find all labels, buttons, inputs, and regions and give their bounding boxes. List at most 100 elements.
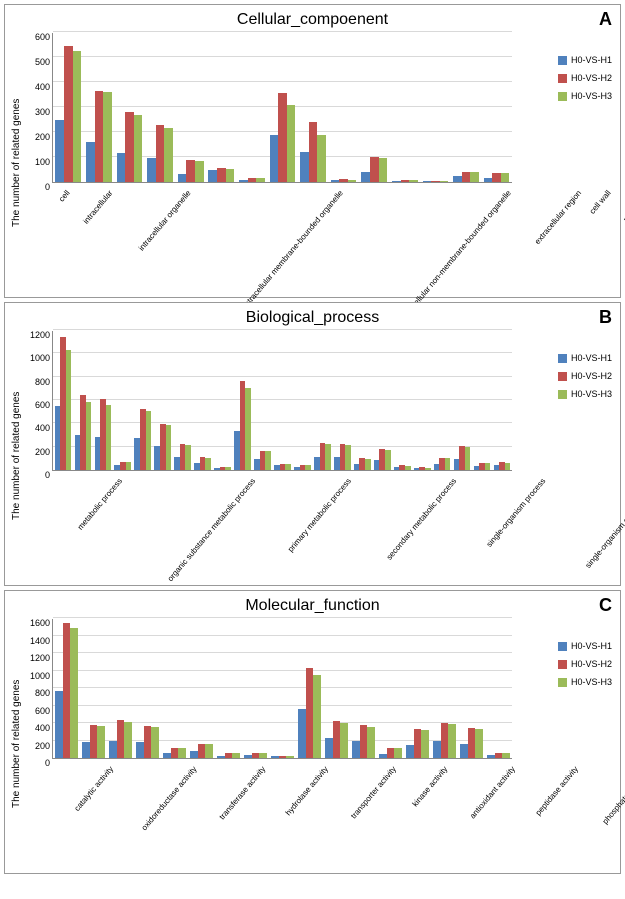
bar-group — [237, 33, 268, 182]
bar — [492, 173, 501, 183]
bar-group — [485, 619, 512, 758]
gridline — [53, 617, 512, 618]
bar — [485, 463, 491, 470]
legend-label: H0-VS-H2 — [571, 73, 612, 83]
legend-label: H0-VS-H2 — [571, 659, 612, 669]
bar — [245, 388, 251, 470]
bar — [317, 135, 326, 183]
bar-group — [53, 619, 80, 758]
bar-group — [350, 619, 377, 758]
bar-group — [53, 331, 73, 470]
bar — [134, 115, 143, 183]
bar — [401, 180, 410, 182]
bar — [445, 458, 451, 470]
bar — [252, 753, 260, 758]
bar-group — [352, 331, 372, 470]
plot-area: 02004006008001000120014001600 — [52, 619, 512, 759]
bar — [117, 720, 125, 758]
bar-group — [390, 33, 421, 182]
bar — [360, 725, 368, 758]
bar — [502, 753, 510, 758]
bar-group — [173, 331, 193, 470]
bar — [392, 181, 401, 182]
bar — [217, 168, 226, 182]
bar — [475, 729, 483, 758]
bar — [448, 724, 456, 758]
legend-item: H0-VS-H3 — [558, 677, 612, 687]
bar — [361, 172, 370, 183]
panel-A: ACellular_compoenentThe number of relate… — [4, 4, 621, 298]
bar-group — [53, 33, 84, 182]
y-tick-label: 1400 — [30, 636, 53, 646]
bar-group — [420, 33, 451, 182]
bar — [333, 721, 341, 758]
bar-group — [233, 331, 253, 470]
bar — [433, 741, 441, 758]
y-tick-label: 800 — [35, 688, 53, 698]
bar — [305, 465, 311, 470]
y-tick-label: 500 — [35, 57, 53, 67]
bar — [136, 742, 144, 758]
bar — [406, 745, 414, 758]
plot-area: 020040060080010001200 — [52, 331, 512, 471]
bar — [379, 754, 387, 758]
bar — [348, 180, 357, 183]
bar-group — [298, 33, 329, 182]
bar — [462, 172, 471, 183]
bar-group — [134, 619, 161, 758]
bar — [225, 467, 231, 470]
bar — [306, 668, 314, 758]
bar-group — [153, 331, 173, 470]
bar — [421, 730, 429, 758]
bar — [325, 738, 333, 758]
bar — [217, 756, 225, 758]
legend-item: H0-VS-H1 — [558, 641, 612, 651]
chart-body: 0100200300400500600cellintracellularintr… — [24, 33, 612, 293]
bar — [97, 726, 105, 758]
bar — [495, 753, 503, 758]
bar — [409, 180, 418, 182]
bar-group — [323, 619, 350, 758]
chart-title: Molecular_function — [5, 597, 620, 615]
bar — [55, 691, 63, 758]
bar — [195, 161, 204, 182]
bar — [147, 158, 156, 182]
legend: H0-VS-H1H0-VS-H2H0-VS-H3 — [558, 55, 612, 109]
panel-letter: C — [599, 595, 612, 616]
bar — [265, 451, 271, 470]
legend-swatch — [558, 354, 567, 363]
bar-group — [432, 331, 452, 470]
x-labels: cellintracellularintracellular organelle… — [52, 183, 512, 193]
bar — [441, 723, 449, 758]
legend: H0-VS-H1 H0-VS-H2 H0-VS-H3 — [558, 641, 612, 695]
bar — [367, 727, 375, 759]
bar-group — [328, 33, 359, 182]
bar — [106, 405, 112, 470]
y-tick-label: 0 — [45, 758, 53, 768]
bar — [440, 181, 449, 182]
bar-group — [206, 33, 237, 182]
bar-group — [404, 619, 431, 758]
bar-group — [114, 33, 145, 182]
bar-group — [80, 619, 107, 758]
bar — [178, 174, 187, 182]
bar — [470, 172, 479, 182]
bar — [86, 402, 92, 470]
legend-item: H0-VS-H3 — [558, 389, 612, 399]
bar — [298, 709, 306, 758]
bar — [425, 468, 431, 470]
bar-group — [272, 331, 292, 470]
legend-swatch — [558, 74, 567, 83]
panel-letter: A — [599, 9, 612, 30]
y-tick-label: 800 — [35, 377, 53, 387]
y-tick-label: 1000 — [30, 671, 53, 681]
bar-group — [193, 331, 213, 470]
bar-group — [107, 619, 134, 758]
chart-body: 020040060080010001200metabolic processor… — [24, 331, 612, 581]
bar-group — [213, 331, 233, 470]
bar — [385, 450, 391, 470]
y-tick-label: 400 — [35, 423, 53, 433]
bar — [109, 741, 117, 759]
y-tick-label: 1200 — [30, 653, 53, 663]
bar-group — [481, 33, 512, 182]
